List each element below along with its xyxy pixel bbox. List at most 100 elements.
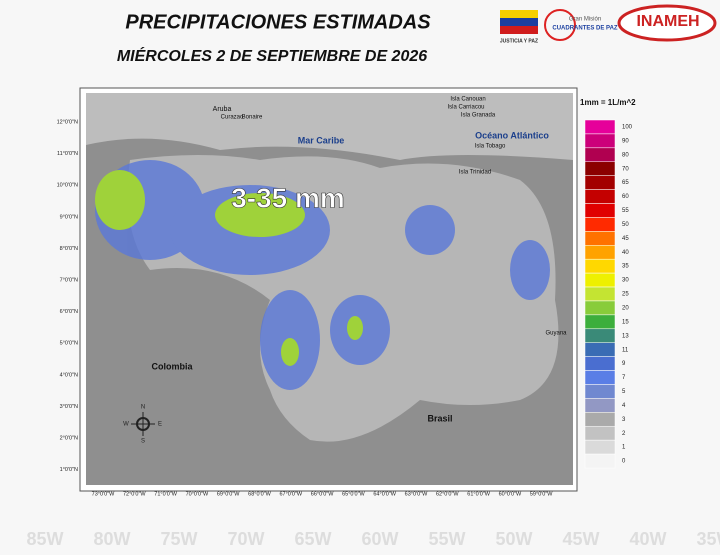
lon-label: 64°0'0"W <box>373 491 396 497</box>
legend-swatch <box>584 453 616 469</box>
lat-label: 2°0'0"N <box>60 435 78 441</box>
lon-label: 69°0'0"W <box>217 491 240 497</box>
compass <box>131 412 155 436</box>
lon-label: 63°0'0"W <box>405 491 428 497</box>
compass-letter: E <box>158 422 162 428</box>
legend-swatch <box>584 286 616 302</box>
background-label: 75W <box>160 529 197 549</box>
rain-green <box>95 170 363 366</box>
lat-label: 12°0'0"N <box>57 119 78 125</box>
legend-label: 5 <box>622 389 626 395</box>
lon-label: 62°0'0"W <box>436 491 459 497</box>
legend-label: 20 <box>622 305 629 311</box>
place-label: Aruba <box>213 106 232 113</box>
legend-swatch <box>584 342 616 357</box>
rain-area <box>281 338 299 366</box>
coordinates: N S E W 12°0'0"N 11°0'0"N 10°0'0"N 9°0'0"N 8°0'0… <box>57 119 554 497</box>
place-label: Guyana <box>545 331 567 337</box>
legend-label: 55 <box>622 208 629 214</box>
legend-label: 60 <box>622 194 629 200</box>
legend-swatch <box>584 300 616 316</box>
legend-label: 4 <box>622 403 626 409</box>
background-label: 80W <box>93 529 130 549</box>
legend-swatch <box>584 328 616 343</box>
legend-swatch <box>584 314 616 330</box>
logo-text: CUADRANTES DE PAZ <box>552 26 618 32</box>
legend-label: 30 <box>622 278 629 284</box>
place-label: Isla Tobago <box>475 144 506 150</box>
lat-label: 5°0'0"N <box>60 341 78 347</box>
background-label: 35W <box>696 529 720 549</box>
legend-swatch <box>584 147 616 163</box>
background-label: 50W <box>495 529 532 549</box>
legend-swatch <box>584 133 616 149</box>
logo-text: Gran Misión <box>569 17 601 23</box>
background-label: 65W <box>294 529 331 549</box>
lon-label: 65°0'0"W <box>342 491 365 497</box>
legend-label: 35 <box>622 264 629 270</box>
lat-label: 9°0'0"N <box>60 214 78 220</box>
legend-swatch <box>584 356 616 371</box>
legend-label: 1 <box>622 445 626 451</box>
lon-label: 60°0'0"W <box>499 491 522 497</box>
legend-label: 40 <box>622 250 629 256</box>
legend-label: 100 <box>622 125 633 131</box>
lon-label: 67°0'0"W <box>279 491 302 497</box>
legend-label: 11 <box>622 347 629 353</box>
legend-swatch <box>584 370 616 385</box>
legend-swatch <box>584 425 616 441</box>
legend-unit: 1mm = 1L/m^2 <box>580 98 636 107</box>
lon-label: 59°0'0"W <box>530 491 553 497</box>
legend-swatch <box>584 119 616 135</box>
background-label: 85W <box>26 529 63 549</box>
background-label: 55W <box>428 529 465 549</box>
sea <box>86 93 573 160</box>
legend-swatch <box>584 398 616 413</box>
legend-swatch <box>584 217 616 232</box>
legend-swatch <box>584 245 616 260</box>
legend-label: 2 <box>622 431 626 437</box>
lat-label: 3°0'0"N <box>60 404 78 410</box>
legend-swatch <box>584 189 616 204</box>
place-label: Mar Caribe <box>298 135 345 145</box>
place-label: Colombia <box>151 361 193 371</box>
lat-label: 6°0'0"N <box>60 309 78 315</box>
lon-label: 66°0'0"W <box>311 491 334 497</box>
compass-letter: N <box>141 405 145 411</box>
legend-label: 45 <box>622 236 629 242</box>
place-label: Océano Atlántico <box>475 130 549 140</box>
background-label: 60W <box>361 529 398 549</box>
flag-yellow <box>500 10 538 18</box>
place-label: Brasil <box>427 413 452 423</box>
lat-label: 7°0'0"N <box>60 277 78 283</box>
lat-label: 11°0'0"N <box>57 151 78 157</box>
lat-label: 8°0'0"N <box>60 246 78 252</box>
lat-label: 1°0'0"N <box>60 467 78 473</box>
highlight-label: 3-35 mm <box>231 182 345 213</box>
legend-swatch <box>584 203 616 218</box>
title: PRECIPITACIONES ESTIMADAS <box>125 11 431 33</box>
legend-swatch <box>584 439 616 455</box>
legend-label: 7 <box>622 375 626 381</box>
legend-swatch <box>584 384 616 399</box>
rain-area <box>347 316 363 340</box>
legend-label: 0 <box>622 459 626 465</box>
lon-label: 73°0'0"W <box>92 491 115 497</box>
legend-swatch <box>584 412 616 427</box>
flag-red <box>500 26 538 34</box>
legend-label: 3 <box>622 417 626 423</box>
flag-blue <box>500 18 538 26</box>
inameh-logo <box>617 4 717 42</box>
legend-label: 65 <box>622 180 629 186</box>
legend-label: 90 <box>622 138 629 144</box>
lon-label: 72°0'0"W <box>123 491 146 497</box>
logo-text: JUSTICIA Y PAZ <box>500 38 538 44</box>
legend-swatch <box>584 175 616 190</box>
background-labels: 85W 80W 75W 70W 65W 60W 55W 50W 45W 40W 35W <box>26 529 720 549</box>
place-label: Isla Trinidad <box>459 170 491 176</box>
background-label: 70W <box>227 529 264 549</box>
background-label: 45W <box>562 529 599 549</box>
place-label: Isla Canouan <box>450 97 485 103</box>
